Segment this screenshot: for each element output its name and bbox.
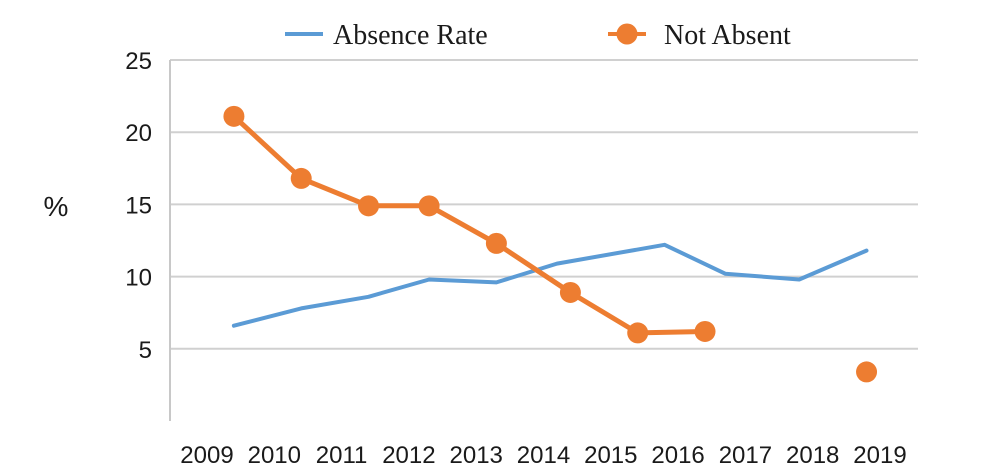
x-tick-label: 2013 <box>450 442 503 469</box>
data-point <box>418 195 440 217</box>
data-point <box>694 320 716 342</box>
x-tick-label: 2019 <box>853 442 906 469</box>
y-axis-label: % <box>44 191 69 222</box>
x-tick-label: 2018 <box>786 442 839 469</box>
x-tick-labels: 2009 2010 2011 2012 2013 2014 2015 2016 2017 2018… <box>180 442 906 469</box>
x-tick-label: 2015 <box>584 442 637 469</box>
legend-swatch-marker <box>616 23 638 45</box>
x-tick-label: 2012 <box>382 442 435 469</box>
legend: Absence Rate Not Absent <box>285 20 791 51</box>
gridlines <box>170 59 918 350</box>
data-point <box>290 167 312 189</box>
legend-label: Absence Rate <box>333 20 488 51</box>
series-absence-rate <box>231 242 869 328</box>
series-layer <box>223 105 878 383</box>
x-tick-label: 2009 <box>180 442 233 469</box>
data-point <box>223 105 245 127</box>
y-tick-label: 10 <box>125 265 152 292</box>
x-tick-label: 2014 <box>517 442 570 469</box>
data-point <box>559 281 581 303</box>
y-tick-labels: 5 10 15 20 25 <box>125 48 152 364</box>
data-point <box>358 195 380 217</box>
legend-item-absence-rate: Absence Rate <box>285 20 488 51</box>
x-tick-label: 2016 <box>651 442 704 469</box>
data-point <box>856 361 878 383</box>
legend-label: Not Absent <box>664 20 791 51</box>
data-point <box>485 232 507 254</box>
data-point <box>627 322 649 344</box>
x-tick-label: 2017 <box>719 442 772 469</box>
legend-item-not-absent: Not Absent <box>608 20 791 51</box>
y-tick-label: 20 <box>125 120 152 147</box>
series-not-absent <box>223 105 878 383</box>
y-tick-label: 5 <box>139 337 152 364</box>
y-tick-label: 15 <box>125 192 152 219</box>
series-line <box>231 242 869 328</box>
series-line <box>231 113 708 336</box>
x-tick-label: 2011 <box>316 442 368 469</box>
y-tick-label: 25 <box>125 48 152 75</box>
x-tick-label: 2010 <box>248 442 301 469</box>
